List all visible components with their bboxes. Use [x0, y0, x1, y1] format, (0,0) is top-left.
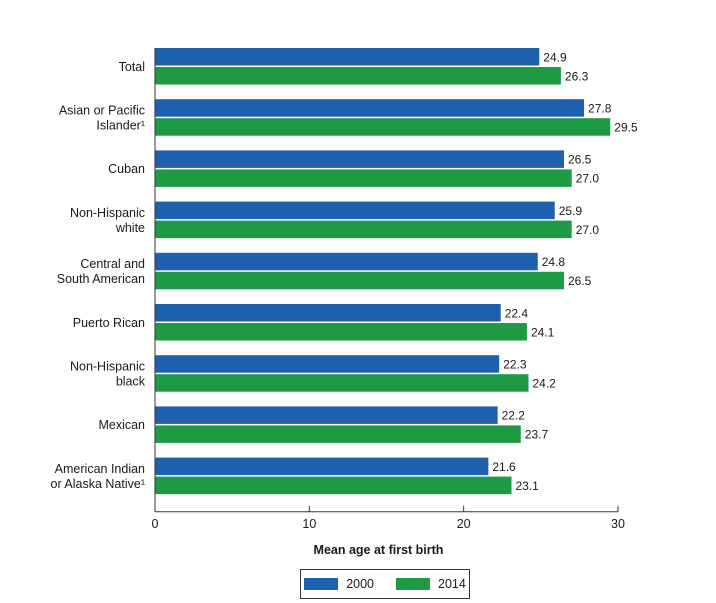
category-label-7: Mexican — [98, 418, 145, 432]
value-label-2014-1: 29.5 — [614, 120, 638, 134]
bar-2014-2 — [155, 169, 572, 187]
x-tick-label-10: 10 — [302, 517, 316, 531]
bar-2014-7 — [155, 425, 521, 443]
category-label-2: Cuban — [108, 162, 145, 176]
bar-2000-6 — [155, 355, 500, 373]
category-label-line: Puerto Rican — [73, 316, 145, 330]
legend-swatch-2014 — [396, 578, 430, 590]
bar-2000-7 — [155, 406, 498, 424]
x-axis-title: Mean age at first birth — [314, 543, 444, 557]
value-label-2000-1: 27.8 — [588, 101, 612, 115]
bar-2000-3 — [155, 201, 555, 220]
bar-2014-4 — [155, 271, 564, 290]
value-label-2014-7: 23.7 — [525, 428, 549, 442]
axes-group: 0 10 20 30 Mean age at first birth — [152, 48, 625, 557]
category-label-line: Asian or Pacific — [59, 103, 145, 117]
bar-2000-1 — [155, 99, 585, 117]
category-label-1: Asian or Pacific Islander¹ — [59, 103, 145, 132]
value-label-2000-3: 25.9 — [559, 204, 583, 218]
category-label-line: Mexican — [98, 418, 145, 432]
bar-2014-3 — [155, 220, 572, 239]
category-label-6: Non-Hispanic black — [70, 359, 146, 388]
category-label-line: American Indian — [55, 462, 145, 476]
category-label-8: American Indian or Alaska Native¹ — [51, 462, 146, 491]
value-label-2000-8: 21.6 — [492, 460, 516, 474]
category-label-3: Non-Hispanic white — [70, 206, 145, 235]
category-label-line: Non-Hispanic — [70, 359, 145, 373]
legend-label-2000: 2000 — [346, 577, 374, 591]
legend-swatch-2000 — [304, 578, 339, 590]
x-tick-label-20: 20 — [457, 517, 471, 531]
category-label-4: Central and South American — [57, 257, 145, 286]
category-label-5: Puerto Rican — [73, 316, 145, 330]
value-label-2014-2: 27.0 — [576, 172, 600, 186]
bars-group — [155, 48, 611, 495]
legend: 2000 2014 — [300, 569, 470, 599]
value-label-2014-8: 23.1 — [516, 479, 540, 493]
value-label-2000-6: 22.3 — [503, 357, 527, 371]
value-label-2014-3: 27.0 — [576, 223, 600, 237]
category-label-0: Total — [119, 60, 145, 74]
value-label-2000-7: 22.2 — [502, 409, 526, 423]
bar-2014-6 — [155, 374, 529, 392]
value-label-2000-5: 22.4 — [505, 306, 529, 320]
category-label-line: black — [116, 374, 146, 388]
legend-item-2014: 2014 — [396, 577, 466, 591]
value-label-2014-5: 24.1 — [531, 325, 555, 339]
x-tick-label-0: 0 — [152, 517, 159, 531]
legend-label-2014: 2014 — [438, 577, 466, 591]
value-label-2000-4: 24.8 — [542, 255, 566, 269]
value-label-2000-0: 24.9 — [543, 50, 567, 64]
value-label-2014-6: 24.2 — [532, 376, 556, 390]
category-label-line: Cuban — [108, 162, 145, 176]
category-label-line: or Alaska Native¹ — [51, 477, 145, 491]
value-label-2014-0: 26.3 — [565, 69, 589, 83]
value-label-2014-4: 26.5 — [568, 274, 592, 288]
bar-chart: 24.9 26.3 Total 27.829.5 Asian or Pacific Isl… — [51, 48, 638, 557]
bar-2014-5 — [155, 323, 527, 341]
legend-item-2000: 2000 — [304, 577, 374, 591]
bar-2014-8 — [155, 476, 512, 495]
category-label-line: Central and — [80, 257, 145, 271]
bar-2014-1 — [155, 118, 611, 136]
bar-2000-2 — [155, 150, 564, 168]
category-label-line: Islander¹ — [96, 118, 145, 132]
x-tick-label-30: 30 — [611, 517, 625, 531]
category-label-line: Total — [119, 60, 145, 74]
value-label-2000-2: 26.5 — [568, 153, 592, 167]
bar-2000-8 — [155, 457, 489, 476]
bar-2000-0 — [155, 48, 540, 66]
category-label-line: Non-Hispanic — [70, 206, 145, 220]
bar-2000-4 — [155, 252, 538, 271]
labels-group: 24.9 26.3 Total 27.829.5 Asian or Pacific Isl… — [51, 50, 638, 493]
category-label-line: South American — [57, 272, 145, 286]
category-label-line: white — [115, 221, 145, 235]
bar-2014-0 — [155, 67, 561, 85]
bar-2000-5 — [155, 304, 501, 322]
